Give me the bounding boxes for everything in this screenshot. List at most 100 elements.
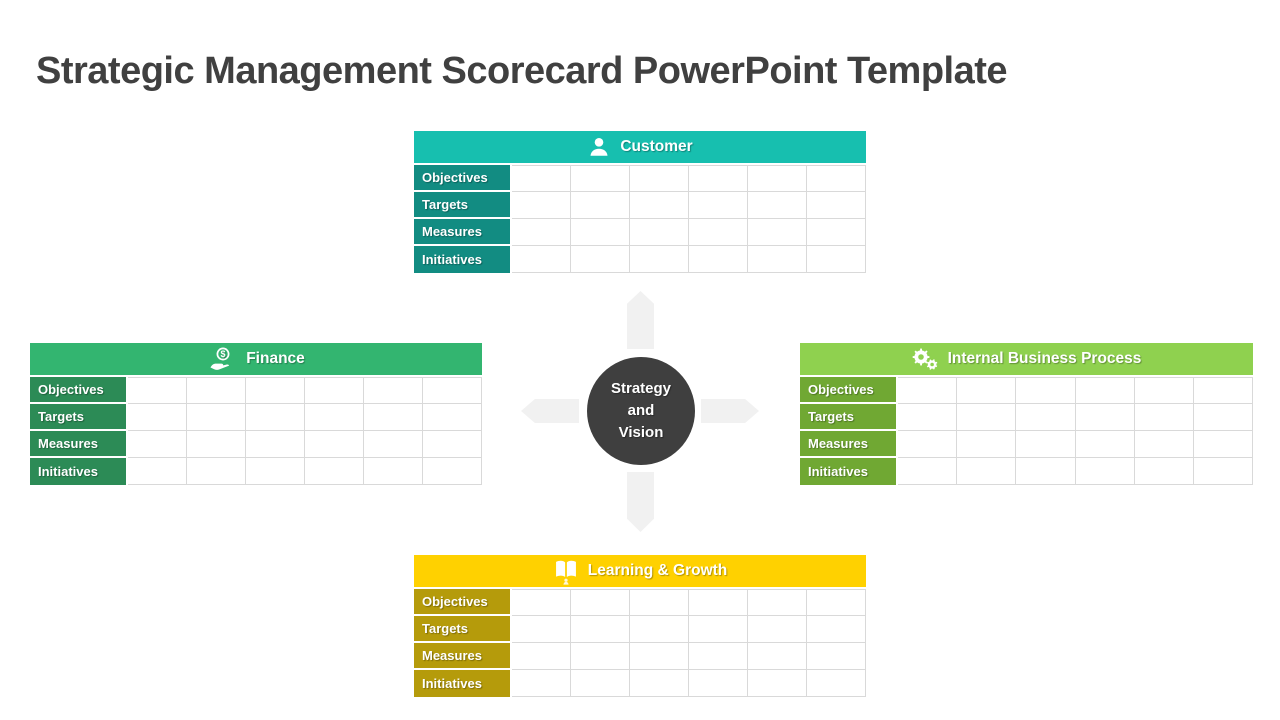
table-cell — [246, 431, 305, 458]
svg-text:$: $ — [221, 349, 226, 359]
table-cell — [807, 192, 866, 219]
row-label-initiatives: Initiatives — [414, 670, 510, 697]
table-cell — [187, 458, 246, 485]
gears-icon — [912, 347, 939, 372]
row-label-objectives: Objectives — [800, 377, 896, 404]
row-label-targets: Targets — [30, 404, 126, 431]
table-cell — [571, 246, 630, 273]
table-cell — [571, 670, 630, 697]
table-cell — [571, 643, 630, 670]
page-title: Strategic Management Scorecard PowerPoin… — [36, 50, 1008, 92]
table-cell — [364, 431, 423, 458]
table-cell — [807, 670, 866, 697]
learning-growth-header-label: Learning & Growth — [587, 562, 728, 579]
table-cell — [512, 192, 571, 219]
table-cell — [1134, 377, 1194, 404]
strategy-vision-line: Strategy — [610, 380, 672, 397]
table-cell — [689, 192, 748, 219]
table-cell — [807, 643, 866, 670]
table-cell — [748, 165, 807, 192]
table-cell — [305, 431, 364, 458]
table-cell — [748, 589, 807, 616]
table-cell — [630, 589, 689, 616]
row-label-objectives: Objectives — [414, 165, 510, 192]
strategy-vision-line: Vision — [618, 424, 664, 441]
table-cell — [957, 377, 1017, 404]
table-cell — [630, 643, 689, 670]
table-row: Measures — [414, 643, 866, 670]
internal-business-process-header: Internal Business Process — [800, 343, 1253, 375]
table-cell — [689, 616, 748, 643]
table-cell — [1134, 431, 1194, 458]
table-cell — [898, 458, 958, 485]
learning-growth-table-body: Objectives Targets Measures Initiatives — [414, 589, 866, 697]
table-row: Objectives — [414, 589, 866, 616]
table-cell — [898, 377, 958, 404]
table-row: Measures — [30, 431, 482, 458]
strategy-vision-circle: Strategy and Vision — [587, 357, 695, 465]
table-cell — [630, 219, 689, 246]
row-label-initiatives: Initiatives — [800, 458, 896, 485]
person-icon — [587, 135, 611, 159]
table-cell — [571, 589, 630, 616]
table-cell — [187, 404, 246, 431]
table-cell — [1193, 458, 1254, 485]
table-cell — [423, 458, 482, 485]
table-cell — [748, 246, 807, 273]
customer-header: Customer — [414, 131, 866, 163]
table-cell — [957, 458, 1017, 485]
table-cell — [630, 165, 689, 192]
arrow-down — [627, 472, 654, 532]
table-cell — [1075, 458, 1135, 485]
table-cell — [423, 431, 482, 458]
table-cell — [807, 165, 866, 192]
row-label-targets: Targets — [414, 616, 510, 643]
table-cell — [807, 246, 866, 273]
table-cell — [364, 377, 423, 404]
table-cell — [1016, 431, 1076, 458]
table-cell — [571, 219, 630, 246]
table-cell — [807, 616, 866, 643]
table-cell — [807, 219, 866, 246]
table-cell — [512, 643, 571, 670]
table-cell — [748, 616, 807, 643]
table-cell — [957, 404, 1017, 431]
table-cell — [898, 404, 958, 431]
arrow-up — [627, 291, 654, 349]
table-cell — [128, 458, 187, 485]
table-cell — [689, 165, 748, 192]
table-cell — [364, 458, 423, 485]
table-cell — [1075, 431, 1135, 458]
row-label-targets: Targets — [800, 404, 896, 431]
table-cell — [689, 219, 748, 246]
coin-hand-icon: $ — [207, 346, 237, 373]
table-cell — [423, 404, 482, 431]
finance-header-label: Finance — [246, 350, 305, 367]
table-cell — [1193, 431, 1254, 458]
arrow-right — [701, 399, 759, 423]
table-cell — [957, 431, 1017, 458]
table-cell — [512, 219, 571, 246]
table-row: Measures — [800, 431, 1254, 458]
table-cell — [187, 377, 246, 404]
strategy-vision-line: and — [627, 402, 655, 419]
table-row: Objectives — [800, 377, 1254, 404]
table-cell — [748, 219, 807, 246]
table-row: Targets — [414, 616, 866, 643]
table-cell — [512, 670, 571, 697]
table-cell — [1193, 404, 1254, 431]
row-label-objectives: Objectives — [30, 377, 126, 404]
arrow-left — [521, 399, 579, 423]
table-cell — [512, 246, 571, 273]
table-cell — [305, 458, 364, 485]
table-cell — [807, 589, 866, 616]
row-label-initiatives: Initiatives — [414, 246, 510, 273]
finance-scorecard-table: $ Finance Objectives Targets Measures Initi… — [30, 343, 482, 485]
finance-table-body: Objectives Targets Measures Initiatives — [30, 377, 482, 485]
table-cell — [128, 404, 187, 431]
table-row: Initiatives — [30, 458, 482, 485]
table-cell — [748, 670, 807, 697]
table-cell — [128, 377, 187, 404]
learning-growth-header: Learning & Growth — [414, 555, 866, 587]
table-row: Objectives — [30, 377, 482, 404]
